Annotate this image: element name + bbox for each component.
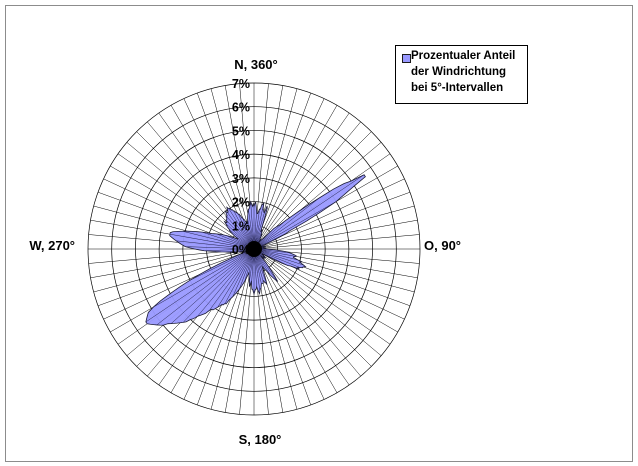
radial-tick-label: 0% [232, 243, 250, 257]
data-ray [156, 248, 255, 326]
data-ray [253, 197, 320, 250]
grid-spoke [253, 191, 411, 250]
grid-spoke [253, 219, 418, 250]
chart-area: 0% 1% 2% 3% 4% 5% 6% 7% N, 360° O, 90° S, 180° … [5, 5, 633, 462]
grid-spoke [253, 248, 398, 333]
data-ray [202, 231, 255, 250]
grid-spoke [253, 248, 361, 377]
grid-spoke [253, 248, 325, 400]
radial-tick-label: 1% [232, 219, 250, 233]
radial-tick-label: 4% [232, 148, 250, 162]
direction-label-south: S, 180° [239, 432, 282, 447]
radial-tick-label: 3% [232, 172, 250, 186]
data-ray [209, 248, 255, 311]
grid-spoke [253, 234, 420, 250]
data-ray [189, 248, 255, 281]
direction-label-north: N, 360° [234, 57, 278, 72]
data-ray [253, 248, 301, 268]
radial-axis: 0% 1% 2% 3% 4% 5% 6% 7% [232, 77, 250, 257]
data-ray [185, 246, 255, 250]
data-ray [145, 248, 255, 323]
legend-label: Prozentualer Anteil der Windrichtung bei… [411, 50, 516, 94]
grid-spoke [97, 248, 255, 307]
data-ray [204, 248, 255, 251]
direction-label-west: W, 270° [29, 238, 75, 253]
wind-rose-chart: 0%1%2%3%4%5%6%7% N, 360° O, 90° S, 180° … [29, 57, 461, 447]
grid-spoke [253, 248, 391, 345]
data-ray [197, 248, 255, 317]
legend-swatch [402, 54, 411, 63]
grid-spoke [110, 165, 255, 250]
data-ray [153, 248, 255, 308]
grid-spoke [253, 248, 372, 367]
data-ray [182, 230, 255, 250]
grid-spoke [253, 112, 350, 250]
data-ray [171, 248, 255, 324]
series-layer [145, 174, 366, 326]
radial-tick-label: 2% [232, 196, 250, 210]
data-ray [253, 248, 304, 266]
grid-spoke [253, 98, 325, 250]
grid-spoke [253, 105, 338, 250]
radial-tick-label: 6% [232, 101, 250, 115]
data-ray [253, 201, 337, 250]
data-ray [176, 240, 255, 250]
grid-spoke [93, 248, 255, 293]
grid-spoke [90, 248, 255, 279]
data-ray [182, 248, 255, 323]
data-ray [253, 174, 365, 250]
radial-tick-label: 5% [232, 124, 250, 138]
direction-label-east: O, 90° [424, 238, 461, 253]
data-ray [224, 248, 255, 304]
data-ray [217, 248, 255, 308]
radial-tick-label: 7% [232, 77, 250, 91]
legend: Prozentualer Anteil der Windrichtung bei… [395, 45, 528, 104]
grid-spoke [253, 205, 415, 250]
center-hub [246, 241, 262, 257]
data-ray [169, 233, 255, 250]
grid-spoke [253, 121, 361, 250]
data-ray [232, 248, 255, 297]
grid-spoke [253, 248, 382, 356]
